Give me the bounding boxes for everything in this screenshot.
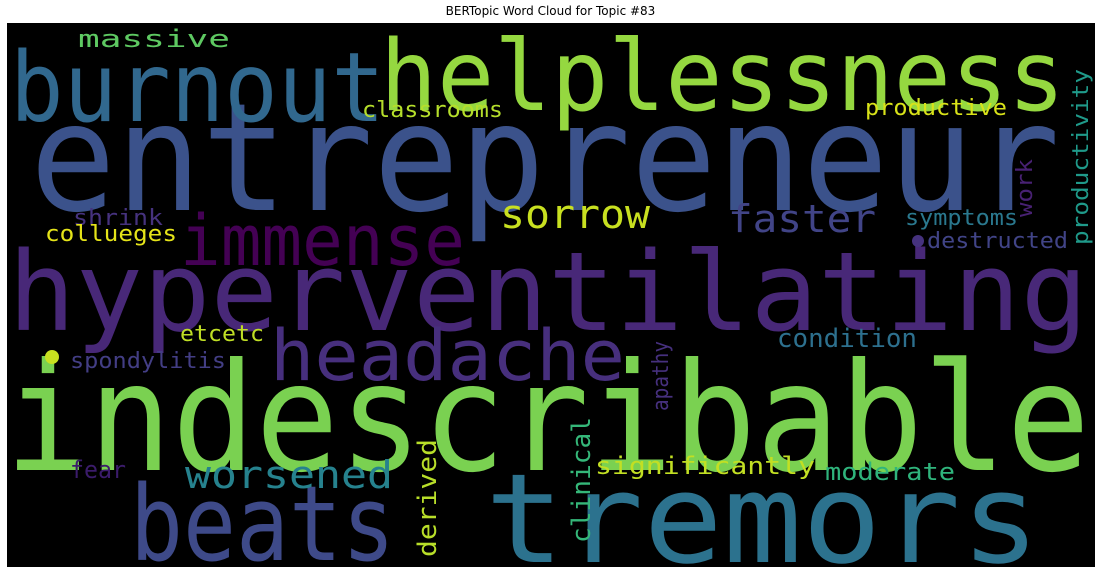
word-etcetc: etcetc — [180, 322, 264, 347]
word-sorrow: sorrow — [500, 192, 651, 238]
word-fear: fear — [70, 456, 126, 484]
word-faster: faster — [728, 197, 876, 241]
cloud-dot — [45, 350, 59, 364]
cloud-dot — [912, 235, 924, 247]
word-symptoms: symptoms — [905, 206, 1018, 231]
word-collueges: collueges — [45, 222, 177, 247]
word-clinical: clinical — [567, 417, 597, 543]
words-layer: entrepreneur indescribable helplessness hyp… — [5, 20, 1094, 574]
word-classrooms: classrooms — [362, 98, 503, 123]
word-entrepreneur: entrepreneur — [30, 72, 1060, 246]
word-hyperventilating: hyperventilating — [8, 228, 1088, 356]
word-significantly: significantly — [595, 452, 815, 480]
word-headache: headache — [270, 315, 625, 397]
word-shrink: shrink — [73, 206, 163, 231]
word-productivity: productivity — [1069, 69, 1094, 245]
word-massive: massive — [78, 25, 230, 53]
word-indescribable: indescribable — [5, 332, 1090, 506]
word-beats: beats — [130, 463, 395, 574]
word-worsened: worsened — [185, 453, 393, 497]
word-destructed: destructed — [927, 229, 1068, 254]
word-helplessness: helplessness — [380, 20, 1065, 134]
word-immense: immense — [180, 200, 465, 282]
word-work: work — [1013, 159, 1038, 217]
word-derived: derived — [413, 439, 443, 557]
word-tremors: tremors — [485, 448, 1040, 574]
cloud-background — [7, 23, 1095, 567]
word-productive: productive — [865, 96, 1007, 121]
word-burnout: burnout — [10, 32, 385, 144]
word-apathy: apathy — [649, 341, 674, 411]
chart-title: BERTopic Word Cloud for Topic #83 — [445, 4, 656, 18]
word-spondylitis: spondylitis — [70, 349, 226, 374]
word-moderate: moderate — [825, 458, 955, 486]
word-condition: condition — [777, 324, 917, 354]
